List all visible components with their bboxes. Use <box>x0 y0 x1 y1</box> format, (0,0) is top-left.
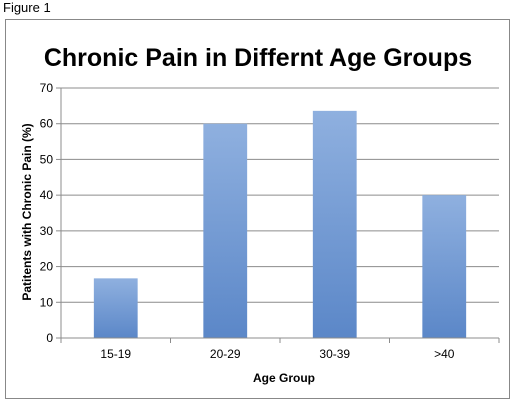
y-tick-label: 0 <box>46 331 53 345</box>
y-tick-label: 70 <box>40 81 54 95</box>
chart-title: Chronic Pain in Differnt Age Groups <box>44 44 472 72</box>
y-axis-label: Patitents with Chronic Pain (%) <box>20 123 34 300</box>
x-axis-label: Age Group <box>253 371 315 385</box>
y-tick-label: 40 <box>40 188 54 202</box>
x-tick-label: 30-39 <box>319 347 350 361</box>
bar-20-29 <box>203 123 248 338</box>
x-tick-label: >40 <box>434 347 455 361</box>
y-tick-label: 50 <box>40 152 54 166</box>
axes: 0 10 20 30 40 50 60 70 15-19 20-29 30-39 >40 <box>40 81 500 361</box>
bars <box>93 110 467 338</box>
x-tick-label: 20-29 <box>210 347 241 361</box>
y-tick-label: 10 <box>40 295 54 309</box>
bar-30-39 <box>312 110 357 338</box>
y-tick-label: 60 <box>40 117 54 131</box>
x-tick-label: 15-19 <box>100 347 131 361</box>
y-tick-label: 30 <box>40 224 54 238</box>
y-tick-label: 20 <box>40 260 54 274</box>
bar->40 <box>422 195 467 338</box>
figure-label: Figure 1 <box>3 0 51 15</box>
bar-15-19 <box>93 278 138 338</box>
